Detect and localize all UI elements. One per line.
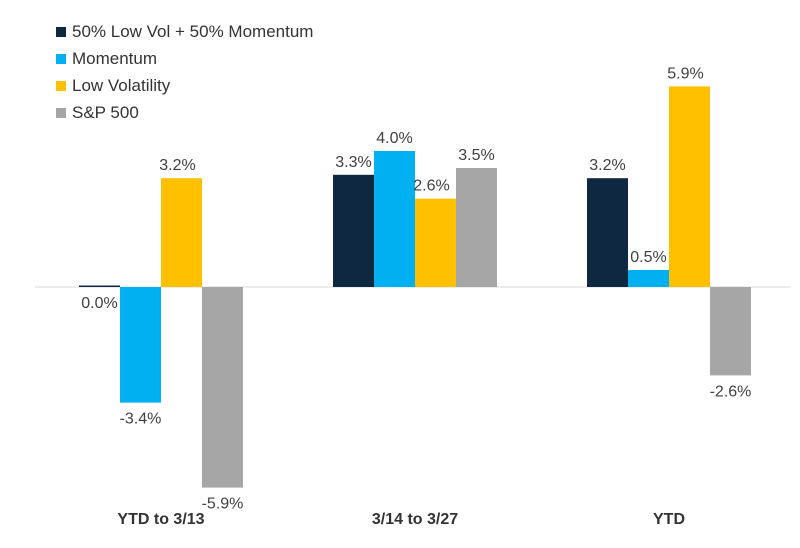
value-label-low-volatility-ytd: 5.9% [667,65,703,82]
value-label-s-p-500-3-14-to-3-27: 3.5% [458,147,494,164]
bar-50-low-vol-50-momentum-3-14-to-3-27 [333,174,374,287]
category-label-3-14-to-3-27: 3/14 to 3/27 [372,511,458,528]
bar-low-volatility-3-14-to-3-27 [415,198,456,287]
bar-low-volatility-ytd-to-3-13 [161,178,202,287]
bar-s-p-500-ytd-to-3-13 [202,287,243,488]
legend-item-sp500: S&P 500 [56,99,313,126]
legend-swatch-low-volatility [56,80,66,91]
legend-swatch-momentum [56,53,66,64]
bar-s-p-500-3-14-to-3-27 [456,168,497,287]
legend: 50% Low Vol + 50% Momentum Momentum Low … [56,18,313,126]
bar-50-low-vol-50-momentum-ytd [587,178,628,287]
category-label-ytd-to-3-13: YTD to 3/13 [117,511,204,528]
bar-low-volatility-ytd [669,86,710,288]
legend-label-low-volatility: Low Volatility [72,75,171,95]
legend-label-momentum: Momentum [72,48,158,68]
value-label-low-volatility-3-14-to-3-27: 2.6% [413,178,449,195]
value-label-s-p-500-ytd-to-3-13: -5.9% [202,496,244,513]
bar-momentum-ytd [628,270,669,287]
value-label-50-low-vol-50-momentum-ytd: 3.2% [589,157,625,174]
category-label-group: YTD to 3/13 3/14 to 3/27 YTD [117,511,685,528]
bar-momentum-ytd-to-3-13 [120,287,161,403]
category-label-ytd: YTD [653,511,685,528]
value-label-50-low-vol-50-momentum-ytd-to-3-13: 0.0% [81,295,117,312]
legend-item-low-volatility: Low Volatility [56,72,313,99]
value-label-group: 0.0% -3.4% 3.2% -5.9% 3.3% 4.0% 2.6% 3.5% 3.2% 0.… [81,65,751,512]
legend-label-blend: 50% Low Vol + 50% Momentum [72,21,314,41]
legend-label-sp500: S&P 500 [72,102,139,122]
bar-50-low-vol-50-momentum-ytd-to-3-13 [79,285,120,287]
value-label-momentum-ytd-to-3-13: -3.4% [120,411,162,428]
legend-item-blend: 50% Low Vol + 50% Momentum [56,18,313,45]
value-label-momentum-3-14-to-3-27: 4.0% [376,130,412,147]
bar-group [79,86,751,488]
value-label-50-low-vol-50-momentum-3-14-to-3-27: 3.3% [335,154,371,171]
value-label-momentum-ytd: 0.5% [630,249,666,266]
legend-swatch-sp500 [56,107,66,118]
bar-s-p-500-ytd [710,287,751,376]
value-label-s-p-500-ytd: -2.6% [710,383,752,400]
legend-swatch-blend [56,26,66,37]
value-label-low-volatility-ytd-to-3-13: 3.2% [159,157,195,174]
legend-item-momentum: Momentum [56,45,313,72]
bar-momentum-3-14-to-3-27 [374,151,415,287]
